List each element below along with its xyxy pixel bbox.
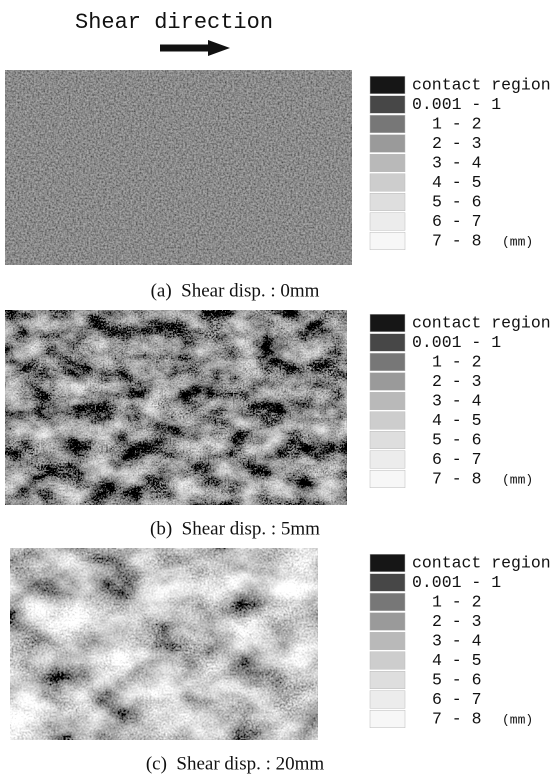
legend-swatch: [369, 573, 406, 592]
legend-unit: (mm): [502, 712, 533, 727]
legend-label: 5 - 6: [432, 670, 482, 689]
shear-arrow-head: [208, 40, 230, 56]
legend-label: 3 - 4: [432, 391, 482, 410]
legend-unit: (mm): [502, 472, 533, 487]
legend-label: 1 - 2: [432, 592, 482, 611]
legend-label: 6 - 7: [432, 450, 482, 469]
legend-swatch: [369, 612, 406, 631]
legend-label: 7 - 8: [432, 469, 482, 488]
legend-swatch: [369, 134, 406, 153]
legend-swatch: [369, 392, 406, 410]
legend-swatch: [369, 314, 406, 332]
legend-swatch: [369, 353, 406, 371]
legend-label: 1 - 2: [432, 114, 482, 133]
legend-swatch: [369, 710, 406, 728]
legend-label: 4 - 5: [432, 651, 482, 670]
legend-swatch: [369, 651, 406, 670]
panel-caption: (a) Shear disp. : 0mm: [151, 280, 320, 301]
legend-label: 2 - 3: [432, 612, 482, 631]
displacement-map: [5, 70, 352, 265]
legend-swatch: [369, 690, 406, 709]
legend-label: 1 - 2: [432, 352, 482, 371]
legend-label: 3 - 4: [432, 153, 482, 172]
legend-unit: (mm): [502, 234, 533, 249]
displacement-map: [5, 310, 347, 505]
legend-swatch: [369, 115, 406, 133]
panel-caption: (c) Shear disp. : 20mm: [146, 753, 325, 774]
legend-swatch: [369, 554, 406, 572]
legend-swatch: [369, 411, 406, 430]
legend-swatch: [369, 212, 406, 231]
legend-swatch: [369, 232, 406, 250]
legend-label: 7 - 8: [432, 709, 482, 728]
displacement-map: [10, 548, 318, 740]
legend-swatch: [369, 671, 406, 689]
legend-label: contact region: [412, 553, 551, 572]
legend-swatch: [369, 470, 406, 488]
legend-label: 0.001 - 1: [412, 573, 501, 592]
legend-label: contact region: [412, 75, 551, 94]
legend-label: 6 - 7: [432, 212, 482, 231]
legend-label: 5 - 6: [432, 192, 482, 211]
legend-label: 0.001 - 1: [412, 95, 501, 114]
legend-label: 6 - 7: [432, 690, 482, 709]
legend-swatch: [369, 593, 406, 611]
legend-swatch: [369, 431, 406, 449]
legend-swatch: [369, 193, 406, 211]
legend-label: contact region: [412, 313, 551, 332]
legend-swatch: [369, 154, 406, 172]
legend-swatch: [369, 372, 406, 391]
legend-label: 3 - 4: [432, 631, 482, 650]
legend-label: 4 - 5: [432, 173, 482, 192]
legend-swatch: [369, 173, 406, 192]
legend-swatch: [369, 95, 406, 114]
legend-label: 0.001 - 1: [412, 333, 501, 352]
panel-caption: (b) Shear disp. : 5mm: [150, 518, 320, 539]
header-title: Shear direction: [75, 10, 273, 35]
legend-label: 7 - 8: [432, 231, 482, 250]
legend-swatch: [369, 450, 406, 469]
legend-label: 5 - 6: [432, 430, 482, 449]
legend-label: 4 - 5: [432, 411, 482, 430]
legend-label: 2 - 3: [432, 372, 482, 391]
legend-swatch: [369, 76, 406, 94]
legend-label: 2 - 3: [432, 134, 482, 153]
legend-swatch: [369, 632, 406, 650]
legend-swatch: [369, 333, 406, 352]
